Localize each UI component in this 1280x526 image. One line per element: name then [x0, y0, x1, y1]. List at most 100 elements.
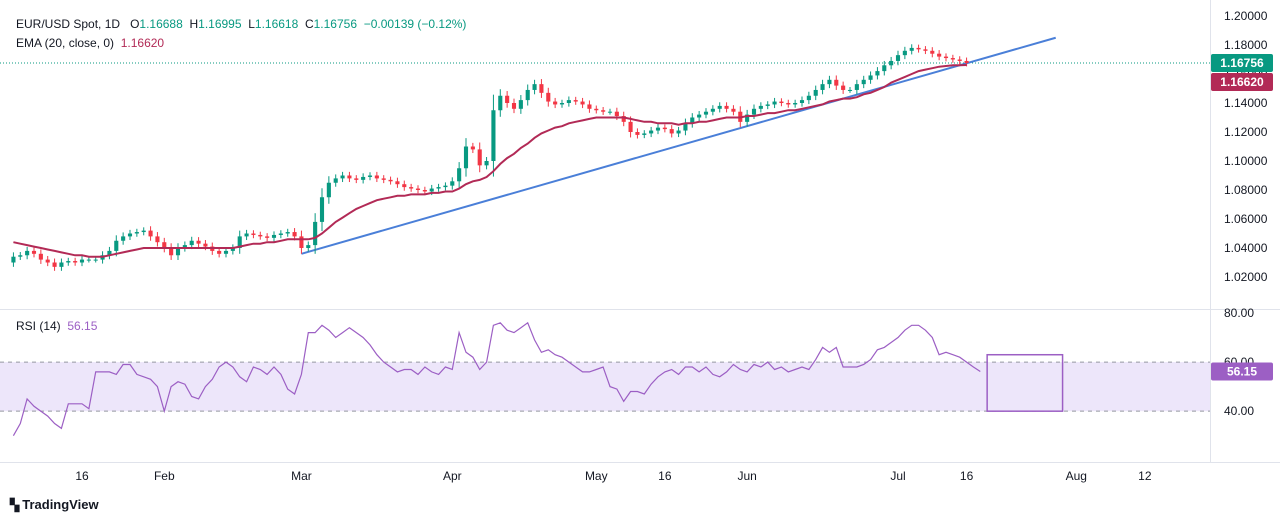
candle-body: [285, 232, 290, 234]
candle: [265, 233, 270, 242]
price-tick-label: 1.08000: [1224, 183, 1268, 197]
candle-body: [121, 236, 126, 241]
time-tick-label: Aug: [1066, 469, 1087, 483]
candle-body: [511, 103, 517, 109]
price-tick-label: 1.20000: [1224, 9, 1268, 23]
candle: [52, 258, 57, 271]
candle-body: [820, 84, 825, 90]
candle: [697, 110, 702, 122]
candle: [758, 102, 763, 113]
candle: [895, 50, 901, 66]
candle-body: [162, 242, 167, 248]
candle: [587, 100, 592, 113]
candle: [655, 124, 661, 135]
candle-body: [642, 133, 647, 135]
candle: [395, 177, 400, 188]
candle-body: [319, 197, 325, 222]
candle-body: [244, 233, 249, 237]
candle-body: [786, 103, 791, 105]
candle: [367, 172, 373, 181]
candle: [409, 183, 414, 192]
candle-body: [745, 114, 750, 122]
candle: [786, 99, 791, 108]
tradingview-logo-text: TradingView: [22, 497, 99, 512]
candle-body: [669, 129, 674, 134]
candle: [779, 98, 784, 107]
close-label: C: [304, 17, 314, 31]
candle-body: [470, 146, 475, 150]
candle-body: [779, 101, 784, 103]
price-tick-label: 1.06000: [1224, 212, 1268, 226]
candle-body: [758, 105, 763, 109]
high-label: H: [189, 17, 199, 31]
candle: [601, 106, 606, 115]
candle-body: [710, 108, 715, 112]
candle: [820, 79, 825, 95]
candle-body: [635, 132, 640, 135]
candle: [861, 75, 866, 89]
candle-body: [457, 168, 462, 182]
candle-body: [895, 55, 901, 61]
low-label: L: [248, 17, 255, 31]
candle: [25, 246, 30, 260]
candle-body: [491, 110, 496, 161]
ema-layer: [13, 64, 967, 258]
candle-body: [930, 50, 935, 54]
candle: [477, 142, 482, 173]
candle-body: [38, 253, 43, 260]
time-tick-label: 16: [960, 469, 974, 483]
candle-body: [436, 187, 441, 189]
candle: [319, 188, 325, 231]
candle-body: [31, 250, 37, 254]
candle: [642, 130, 647, 139]
candle-body: [402, 184, 407, 188]
change-value: −0.00139 (−0.12%): [363, 17, 467, 31]
candle: [148, 226, 153, 241]
candle: [916, 44, 921, 53]
candle: [765, 101, 770, 110]
candle: [594, 105, 599, 114]
candle: [326, 176, 331, 204]
time-tick-label: May: [585, 469, 608, 483]
candle: [169, 243, 174, 260]
candle-body: [230, 248, 235, 251]
candle: [354, 175, 359, 184]
candle: [134, 228, 139, 237]
candle-body: [587, 104, 592, 109]
time-tick-label: Mar: [291, 469, 312, 483]
candle: [340, 171, 345, 183]
candles: [11, 44, 969, 271]
time-tick-label: 16: [75, 469, 89, 483]
candle: [347, 171, 352, 183]
ema-price-tag: 1.16620: [1220, 75, 1264, 89]
candle-body: [566, 100, 571, 103]
grid: [0, 0, 1280, 463]
candle-body: [772, 101, 777, 105]
last-price-tag-bg: [1211, 54, 1273, 73]
candle-body: [86, 259, 91, 261]
candle-body: [580, 101, 585, 105]
candle: [388, 176, 393, 185]
candle: [731, 105, 736, 116]
candle: [854, 79, 859, 95]
candle-body: [127, 233, 133, 237]
candle-body: [271, 234, 277, 238]
trendline: [301, 36, 1056, 255]
candle: [361, 173, 366, 184]
candle-body: [751, 108, 757, 115]
candle: [73, 257, 78, 266]
candle-body: [697, 114, 702, 118]
candle: [868, 71, 873, 84]
candle: [724, 102, 729, 113]
candle: [278, 230, 283, 239]
candle-body: [559, 103, 565, 105]
candle: [237, 230, 242, 254]
candle-body: [361, 176, 366, 180]
candle-body: [662, 127, 667, 130]
candle-body: [594, 108, 599, 111]
candle: [649, 126, 654, 138]
candle-body: [518, 100, 523, 109]
candle-body: [793, 103, 798, 105]
time-tick-label: Jun: [737, 469, 756, 483]
candle: [18, 251, 23, 260]
